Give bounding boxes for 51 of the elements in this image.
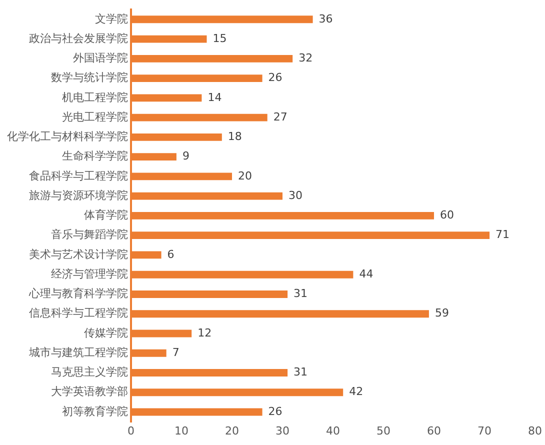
y-tick-label: 食品科学与工程学院 [29,169,128,182]
data-label: 15 [212,32,227,45]
data-label: 44 [359,267,374,280]
y-tick-label: 传媒学院 [84,326,128,340]
x-tick-label: 60 [427,424,441,438]
data-label: 26 [268,404,282,418]
y-tick-label: 马克思主义学院 [51,366,128,379]
y-tick-label: 美术与艺术设计学院 [29,248,128,261]
x-tick-label: 0 [128,424,134,438]
y-tick-label: 化学化工与材料科学学院 [7,130,128,144]
x-tick-label: 30 [276,424,290,438]
data-label: 14 [208,90,222,104]
y-tick-label: 机电工程学院 [62,90,128,104]
y-tick-label: 心理与教育科学学院 [28,287,128,300]
x-tick-label: 70 [478,424,492,438]
data-label: 18 [228,130,242,144]
data-label: 6 [167,248,174,261]
x-tick-label: 50 [376,424,390,438]
data-label: 7 [172,346,180,359]
x-tick-label: 10 [174,424,188,438]
data-label: 20 [238,169,252,182]
y-tick-label: 音乐与舞蹈学院 [51,228,128,242]
data-label: 42 [349,385,364,398]
data-label: 59 [434,306,449,320]
y-tick-label: 体育学院 [84,208,128,222]
x-tick-label: 80 [528,424,542,438]
data-label: 31 [294,287,308,300]
y-tick-label: 政治与社会发展学院 [29,32,128,45]
y-tick-label: 数学与统计学院 [51,71,128,84]
x-tick-label: 20 [225,424,239,438]
y-tick-label: 旅游与资源环境学院 [29,188,128,202]
y-tick-label: 光电工程学院 [62,110,128,124]
y-tick-label: 生命科学学院 [62,150,128,163]
data-label: 12 [198,326,212,340]
data-label: 9 [182,150,190,163]
x-tick-label: 40 [326,424,340,438]
data-label: 60 [440,208,454,222]
data-label: 36 [318,12,333,26]
data-label: 31 [294,366,308,379]
data-label: 27 [273,110,288,124]
data-label: 26 [268,71,282,84]
y-tick-label: 外国语学院 [73,52,128,65]
y-tick-label: 文学院 [95,12,128,26]
data-label: 32 [298,52,313,65]
y-tick-label: 信息科学与工程学院 [29,306,128,320]
data-label: 71 [496,228,510,242]
y-tick-label: 经济与管理学院 [51,267,128,280]
y-tick-label: 城市与建筑工程学院 [28,346,128,359]
data-label: 30 [288,188,302,202]
y-tick-label: 大学英语教学部 [51,385,128,398]
y-tick-label: 初等教育学院 [62,404,128,418]
